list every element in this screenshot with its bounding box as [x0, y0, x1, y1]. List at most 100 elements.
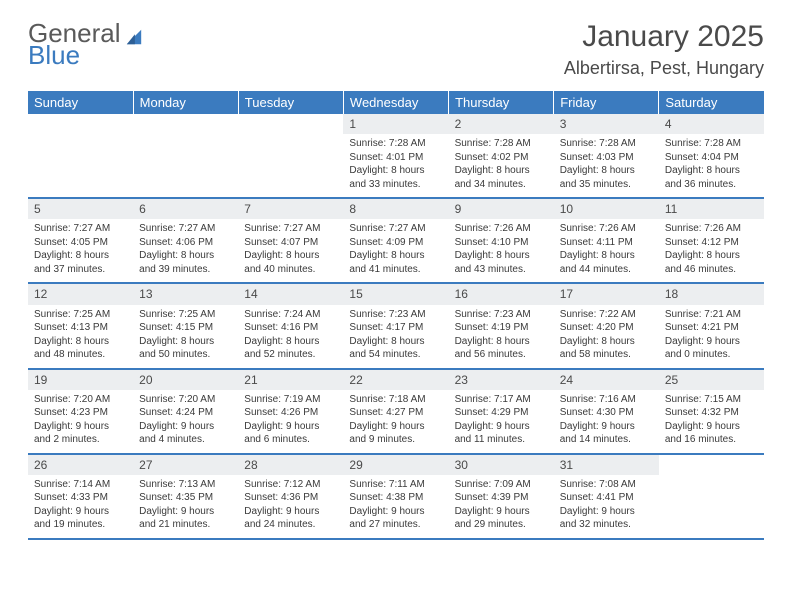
day-number: 26 — [28, 455, 133, 475]
day-body: Sunrise: 7:27 AMSunset: 4:06 PMDaylight:… — [133, 219, 238, 282]
day-body: Sunrise: 7:23 AMSunset: 4:19 PMDaylight:… — [449, 305, 554, 368]
sunset-text: Sunset: 4:39 PM — [455, 491, 548, 505]
day-body: Sunrise: 7:26 AMSunset: 4:10 PMDaylight:… — [449, 219, 554, 282]
daylight-text-2: and 56 minutes. — [455, 348, 548, 362]
sunset-text: Sunset: 4:02 PM — [455, 151, 548, 165]
sunset-text: Sunset: 4:01 PM — [349, 151, 442, 165]
calendar-cell: 8Sunrise: 7:27 AMSunset: 4:09 PMDaylight… — [343, 198, 448, 283]
sunrise-text: Sunrise: 7:17 AM — [455, 393, 548, 407]
daylight-text-2: and 41 minutes. — [349, 263, 442, 277]
daylight-text-1: Daylight: 9 hours — [665, 335, 758, 349]
sunrise-text: Sunrise: 7:14 AM — [34, 478, 127, 492]
month-title: January 2025 — [564, 20, 764, 54]
sunset-text: Sunset: 4:23 PM — [34, 406, 127, 420]
daylight-text-2: and 27 minutes. — [349, 518, 442, 532]
calendar-cell: 6Sunrise: 7:27 AMSunset: 4:06 PMDaylight… — [133, 198, 238, 283]
calendar-cell: 22Sunrise: 7:18 AMSunset: 4:27 PMDayligh… — [343, 369, 448, 454]
day-body: Sunrise: 7:23 AMSunset: 4:17 PMDaylight:… — [343, 305, 448, 368]
daylight-text-2: and 6 minutes. — [244, 433, 337, 447]
day-number: 30 — [449, 455, 554, 475]
day-body: Sunrise: 7:20 AMSunset: 4:24 PMDaylight:… — [133, 390, 238, 453]
calendar-cell: 2Sunrise: 7:28 AMSunset: 4:02 PMDaylight… — [449, 114, 554, 198]
daylight-text-1: Daylight: 8 hours — [244, 249, 337, 263]
daylight-text-1: Daylight: 8 hours — [139, 335, 232, 349]
calendar-week-row: 5Sunrise: 7:27 AMSunset: 4:05 PMDaylight… — [28, 198, 764, 283]
day-body: Sunrise: 7:28 AMSunset: 4:01 PMDaylight:… — [343, 134, 448, 197]
day-body: Sunrise: 7:26 AMSunset: 4:12 PMDaylight:… — [659, 219, 764, 282]
daylight-text-1: Daylight: 8 hours — [34, 335, 127, 349]
calendar-cell: 7Sunrise: 7:27 AMSunset: 4:07 PMDaylight… — [238, 198, 343, 283]
day-number: 17 — [554, 284, 659, 304]
day-number: 22 — [343, 370, 448, 390]
sunset-text: Sunset: 4:17 PM — [349, 321, 442, 335]
sunset-text: Sunset: 4:35 PM — [139, 491, 232, 505]
day-number: 4 — [659, 114, 764, 134]
daylight-text-2: and 32 minutes. — [560, 518, 653, 532]
day-number: 16 — [449, 284, 554, 304]
daylight-text-2: and 43 minutes. — [455, 263, 548, 277]
daylight-text-1: Daylight: 9 hours — [34, 505, 127, 519]
daylight-text-1: Daylight: 8 hours — [455, 249, 548, 263]
daylight-text-2: and 4 minutes. — [139, 433, 232, 447]
title-block: January 2025 Albertirsa, Pest, Hungary — [564, 20, 764, 79]
daylight-text-2: and 39 minutes. — [139, 263, 232, 277]
sunrise-text: Sunrise: 7:11 AM — [349, 478, 442, 492]
calendar-cell: 5Sunrise: 7:27 AMSunset: 4:05 PMDaylight… — [28, 198, 133, 283]
daylight-text-2: and 46 minutes. — [665, 263, 758, 277]
day-body: Sunrise: 7:25 AMSunset: 4:13 PMDaylight:… — [28, 305, 133, 368]
sunrise-text: Sunrise: 7:20 AM — [139, 393, 232, 407]
day-body: Sunrise: 7:19 AMSunset: 4:26 PMDaylight:… — [238, 390, 343, 453]
sunrise-text: Sunrise: 7:28 AM — [665, 137, 758, 151]
calendar-cell: 12Sunrise: 7:25 AMSunset: 4:13 PMDayligh… — [28, 283, 133, 368]
daylight-text-2: and 50 minutes. — [139, 348, 232, 362]
sunrise-text: Sunrise: 7:15 AM — [665, 393, 758, 407]
day-number: 24 — [554, 370, 659, 390]
daylight-text-1: Daylight: 8 hours — [665, 164, 758, 178]
calendar-cell: 15Sunrise: 7:23 AMSunset: 4:17 PMDayligh… — [343, 283, 448, 368]
daylight-text-2: and 36 minutes. — [665, 178, 758, 192]
daylight-text-1: Daylight: 8 hours — [455, 335, 548, 349]
weekday-header: Friday — [554, 91, 659, 114]
daylight-text-1: Daylight: 8 hours — [34, 249, 127, 263]
sunrise-text: Sunrise: 7:26 AM — [560, 222, 653, 236]
sunrise-text: Sunrise: 7:25 AM — [34, 308, 127, 322]
sunrise-text: Sunrise: 7:20 AM — [34, 393, 127, 407]
daylight-text-1: Daylight: 8 hours — [455, 164, 548, 178]
sunset-text: Sunset: 4:38 PM — [349, 491, 442, 505]
sunset-text: Sunset: 4:41 PM — [560, 491, 653, 505]
daylight-text-2: and 14 minutes. — [560, 433, 653, 447]
calendar-cell: 13Sunrise: 7:25 AMSunset: 4:15 PMDayligh… — [133, 283, 238, 368]
calendar-week-row: 26Sunrise: 7:14 AMSunset: 4:33 PMDayligh… — [28, 454, 764, 539]
daylight-text-1: Daylight: 9 hours — [349, 505, 442, 519]
day-number: 20 — [133, 370, 238, 390]
daylight-text-1: Daylight: 9 hours — [139, 420, 232, 434]
day-body: Sunrise: 7:18 AMSunset: 4:27 PMDaylight:… — [343, 390, 448, 453]
logo: GeneralBlue — [28, 20, 145, 68]
day-body: Sunrise: 7:17 AMSunset: 4:29 PMDaylight:… — [449, 390, 554, 453]
calendar-cell: 3Sunrise: 7:28 AMSunset: 4:03 PMDaylight… — [554, 114, 659, 198]
calendar-week-row: 12Sunrise: 7:25 AMSunset: 4:13 PMDayligh… — [28, 283, 764, 368]
sunset-text: Sunset: 4:16 PM — [244, 321, 337, 335]
day-number: 19 — [28, 370, 133, 390]
sunset-text: Sunset: 4:26 PM — [244, 406, 337, 420]
daylight-text-1: Daylight: 8 hours — [560, 249, 653, 263]
calendar-cell: 21Sunrise: 7:19 AMSunset: 4:26 PMDayligh… — [238, 369, 343, 454]
day-body: Sunrise: 7:12 AMSunset: 4:36 PMDaylight:… — [238, 475, 343, 538]
sunset-text: Sunset: 4:05 PM — [34, 236, 127, 250]
calendar-cell: 20Sunrise: 7:20 AMSunset: 4:24 PMDayligh… — [133, 369, 238, 454]
sunset-text: Sunset: 4:33 PM — [34, 491, 127, 505]
weekday-header: Thursday — [449, 91, 554, 114]
daylight-text-2: and 52 minutes. — [244, 348, 337, 362]
daylight-text-2: and 40 minutes. — [244, 263, 337, 277]
calendar-cell: 19Sunrise: 7:20 AMSunset: 4:23 PMDayligh… — [28, 369, 133, 454]
daylight-text-1: Daylight: 9 hours — [349, 420, 442, 434]
day-number: 18 — [659, 284, 764, 304]
sunrise-text: Sunrise: 7:27 AM — [349, 222, 442, 236]
sunset-text: Sunset: 4:20 PM — [560, 321, 653, 335]
sunrise-text: Sunrise: 7:22 AM — [560, 308, 653, 322]
daylight-text-1: Daylight: 8 hours — [560, 164, 653, 178]
sunset-text: Sunset: 4:10 PM — [455, 236, 548, 250]
daylight-text-2: and 21 minutes. — [139, 518, 232, 532]
daylight-text-2: and 11 minutes. — [455, 433, 548, 447]
day-number: 8 — [343, 199, 448, 219]
